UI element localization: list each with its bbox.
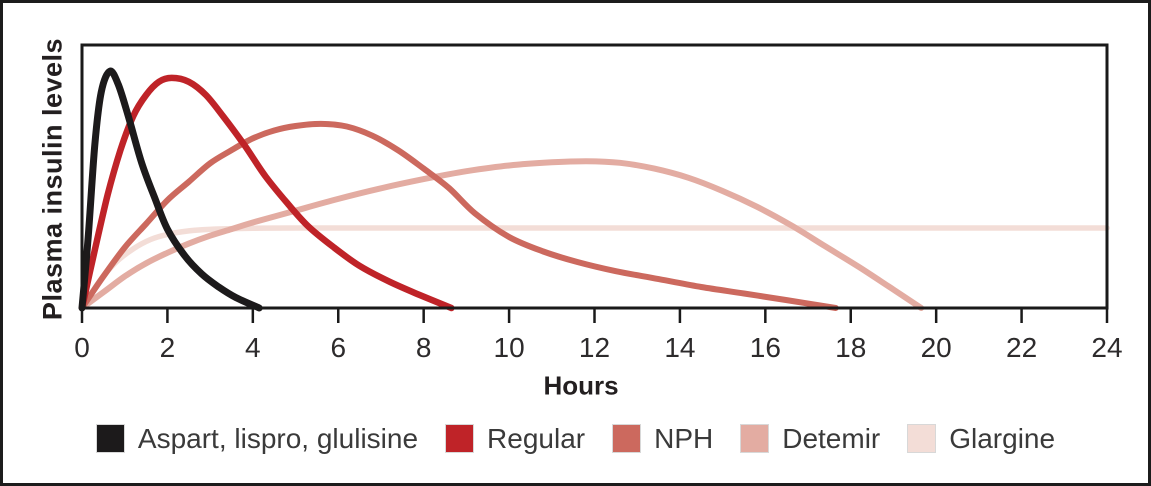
legend-item-aspart-lispro-glulisine: Aspart, lispro, glulisine: [95, 422, 419, 454]
insulin-activity-chart: 0 2 4 6 8 10 12 14 16 18 20 22 24: [74, 43, 1123, 363]
legend-label-detemir: Detemir: [782, 422, 881, 454]
legend-swatch-aspart-lispro-glulisine: [95, 424, 125, 453]
x-tick-label: 0: [74, 332, 90, 363]
x-tick-label: 4: [245, 332, 261, 363]
x-tick-label: 10: [494, 332, 525, 363]
x-tick-label: 20: [921, 332, 952, 363]
x-tick-label: 22: [1006, 332, 1037, 363]
legend-item-nph: NPH: [612, 424, 713, 453]
x-tick-label: 16: [750, 332, 781, 363]
legend: Aspart, lispro, glulisine Regular NPH Detem…: [3, 424, 1148, 453]
legend-label-glargine: Glargine: [949, 422, 1056, 454]
curve-detemir: [79, 158, 925, 311]
x-tick-label: 2: [160, 332, 176, 363]
x-tick-label: 18: [835, 332, 866, 363]
legend-swatch-regular: [445, 424, 475, 453]
x-tick-label: 12: [579, 332, 610, 363]
x-tick-label: 8: [416, 332, 432, 363]
curve-glargine: [79, 225, 1110, 311]
legend-item-regular: Regular: [445, 424, 585, 453]
curve-nph: [79, 120, 839, 311]
x-tick-label: 24: [1091, 332, 1122, 363]
legend-swatch-nph: [612, 424, 642, 453]
legend-item-glargine: Glargine: [907, 424, 1055, 453]
y-axis-label: Plasma insulin levels: [37, 37, 68, 321]
x-axis-label: Hours: [543, 370, 619, 401]
legend-label-nph: NPH: [654, 422, 714, 454]
curve-regular: [78, 74, 455, 312]
legend-swatch-detemir: [740, 424, 770, 453]
x-tick-label: 14: [664, 332, 695, 363]
legend-label-regular: Regular: [487, 422, 586, 454]
curve-aspart-lispro-glulisine: [78, 67, 263, 312]
legend-swatch-glargine: [907, 424, 937, 453]
legend-item-detemir: Detemir: [740, 424, 880, 453]
legend-label-aspart-lispro-glulisine: Aspart, lispro, glulisine: [137, 422, 419, 454]
x-tick-label: 6: [330, 332, 346, 363]
